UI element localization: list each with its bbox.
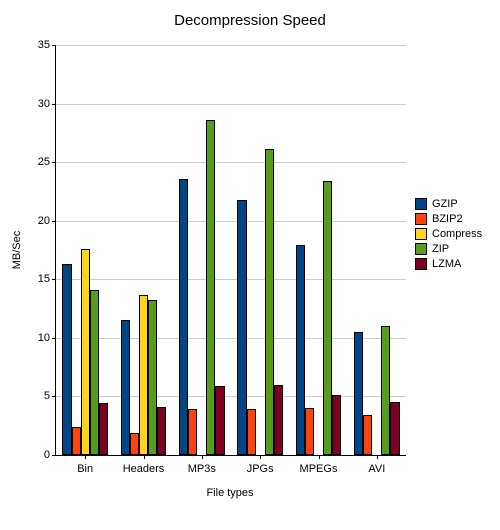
legend-label: LZMA: [432, 258, 461, 270]
bar: [305, 408, 314, 455]
y-tick: [52, 396, 56, 397]
legend-item: ZIP: [415, 243, 482, 255]
x-tick: [260, 455, 261, 459]
y-tick: [52, 104, 56, 105]
bar: [72, 427, 81, 455]
legend-swatch: [415, 243, 427, 255]
gridline: [56, 162, 406, 163]
plot-area: 05101520253035BinHeadersMP3sJPGsMPEGsAVI: [55, 45, 406, 456]
legend-item: LZMA: [415, 258, 482, 270]
x-category-label: JPGs: [247, 463, 274, 475]
bar: [62, 264, 71, 455]
x-tick: [377, 455, 378, 459]
y-tick: [52, 221, 56, 222]
x-tick: [202, 455, 203, 459]
chart-container: Decompression Speed 05101520253035BinHea…: [0, 0, 500, 530]
legend-label: GZIP: [432, 198, 458, 210]
legend-item: GZIP: [415, 198, 482, 210]
bar: [130, 433, 139, 455]
legend-swatch: [415, 198, 427, 210]
legend-swatch: [415, 228, 427, 240]
bar: [157, 407, 166, 455]
y-axis-label: MB/Sec: [11, 231, 23, 270]
bar: [179, 179, 188, 455]
gridline: [56, 279, 406, 280]
bar: [354, 332, 363, 455]
x-tick: [319, 455, 320, 459]
bar: [139, 295, 148, 455]
x-category-label: Headers: [123, 463, 165, 475]
bar: [90, 290, 99, 455]
x-category-label: MPEGs: [300, 463, 338, 475]
gridline: [56, 221, 406, 222]
y-tick: [52, 45, 56, 46]
bar: [99, 403, 108, 455]
legend-label: BZIP2: [432, 213, 463, 225]
bar: [381, 326, 390, 455]
bar: [121, 320, 130, 455]
bar: [215, 386, 224, 455]
bar: [206, 120, 215, 455]
legend-swatch: [415, 213, 427, 225]
x-category-label: AVI: [368, 463, 385, 475]
y-tick: [52, 455, 56, 456]
y-tick-label: 30: [38, 98, 50, 110]
y-tick-label: 10: [38, 332, 50, 344]
bar: [274, 385, 283, 455]
y-tick-label: 15: [38, 273, 50, 285]
bar: [237, 200, 246, 455]
bar: [332, 395, 341, 455]
legend-label: ZIP: [432, 243, 449, 255]
bar: [148, 300, 157, 455]
x-category-label: MP3s: [188, 463, 216, 475]
x-tick: [85, 455, 86, 459]
y-tick: [52, 279, 56, 280]
legend-item: Compress: [415, 228, 482, 240]
y-tick-label: 25: [38, 156, 50, 168]
legend: GZIP BZIP2 Compress ZIP LZMA: [415, 195, 482, 273]
x-tick: [144, 455, 145, 459]
bar: [323, 181, 332, 455]
y-tick: [52, 162, 56, 163]
y-tick-label: 0: [44, 449, 50, 461]
y-tick-label: 20: [38, 215, 50, 227]
legend-swatch: [415, 258, 427, 270]
bar: [81, 249, 90, 455]
legend-label: Compress: [432, 228, 482, 240]
bar: [296, 245, 305, 455]
y-tick: [52, 338, 56, 339]
bar: [247, 409, 256, 455]
bar: [390, 402, 399, 455]
x-axis-label: File types: [206, 487, 253, 499]
bar: [265, 149, 274, 455]
x-category-label: Bin: [77, 463, 93, 475]
bar: [188, 409, 197, 455]
legend-item: BZIP2: [415, 213, 482, 225]
gridline: [56, 45, 406, 46]
y-tick-label: 35: [38, 39, 50, 51]
gridline: [56, 104, 406, 105]
bar: [363, 415, 372, 455]
y-tick-label: 5: [44, 390, 50, 402]
chart-title: Decompression Speed: [0, 12, 500, 29]
